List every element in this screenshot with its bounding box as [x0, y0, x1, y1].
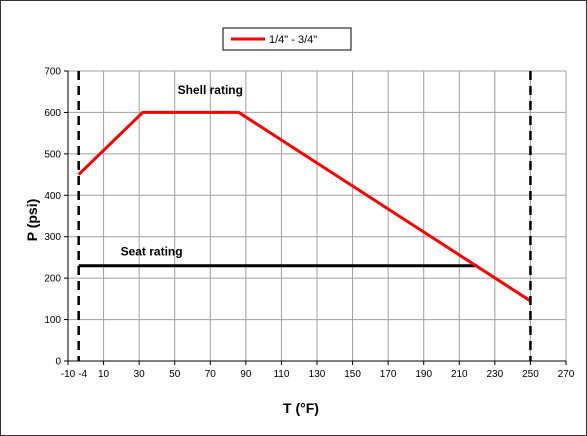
- axes: -10 10 30 50 70 90 110 130 150 170 190 210 230 250 270…: [24, 67, 575, 417]
- x-tick-label: 70: [205, 369, 217, 380]
- y-tick-label: 500: [44, 149, 61, 160]
- series: [77, 110, 532, 303]
- grid: [68, 70, 567, 361]
- x-tick-label: -10: [61, 369, 76, 380]
- x-tick-label: 90: [240, 369, 252, 380]
- x-tick-label: 210: [451, 369, 468, 380]
- y-tick-label: 100: [44, 315, 61, 326]
- x-tick-label: 170: [380, 369, 397, 380]
- limit-lines: [77, 71, 532, 361]
- x-tick-label: 10: [98, 369, 110, 380]
- y-tick-label: 300: [44, 232, 61, 243]
- legend-box: [222, 27, 352, 51]
- legend: 1/4" - 3/4": [222, 27, 352, 51]
- x-tick-label: 110: [273, 369, 289, 380]
- annotation-label: Shell rating: [178, 83, 243, 97]
- x-tick-label: 130: [309, 369, 326, 380]
- series-line: [77, 110, 532, 303]
- y-tick-label: 600: [44, 108, 61, 119]
- x-tick-label: 250: [522, 369, 539, 380]
- x-tick-label: 190: [415, 369, 432, 380]
- y-tick-label: 200: [44, 274, 61, 285]
- x-tick-label-extra: -4: [78, 369, 87, 380]
- x-tick-label: 150: [344, 369, 361, 380]
- y-axis-title: P (psi): [24, 199, 40, 242]
- labels: Shell rating Seat rating: [121, 83, 243, 259]
- x-axis-title: T (°F): [283, 400, 319, 416]
- y-tick-label: 0: [55, 357, 61, 368]
- x-tick-label: 30: [134, 369, 146, 380]
- x-tick-label: 230: [487, 369, 504, 380]
- annotation-label: Seat rating: [121, 244, 183, 258]
- legend-label: 1/4" - 3/4": [269, 34, 317, 46]
- x-tick-label: 270: [558, 369, 575, 380]
- x-tick-label: 50: [169, 369, 181, 380]
- y-tick-label: 400: [44, 191, 61, 202]
- y-tick-label: 700: [44, 67, 61, 78]
